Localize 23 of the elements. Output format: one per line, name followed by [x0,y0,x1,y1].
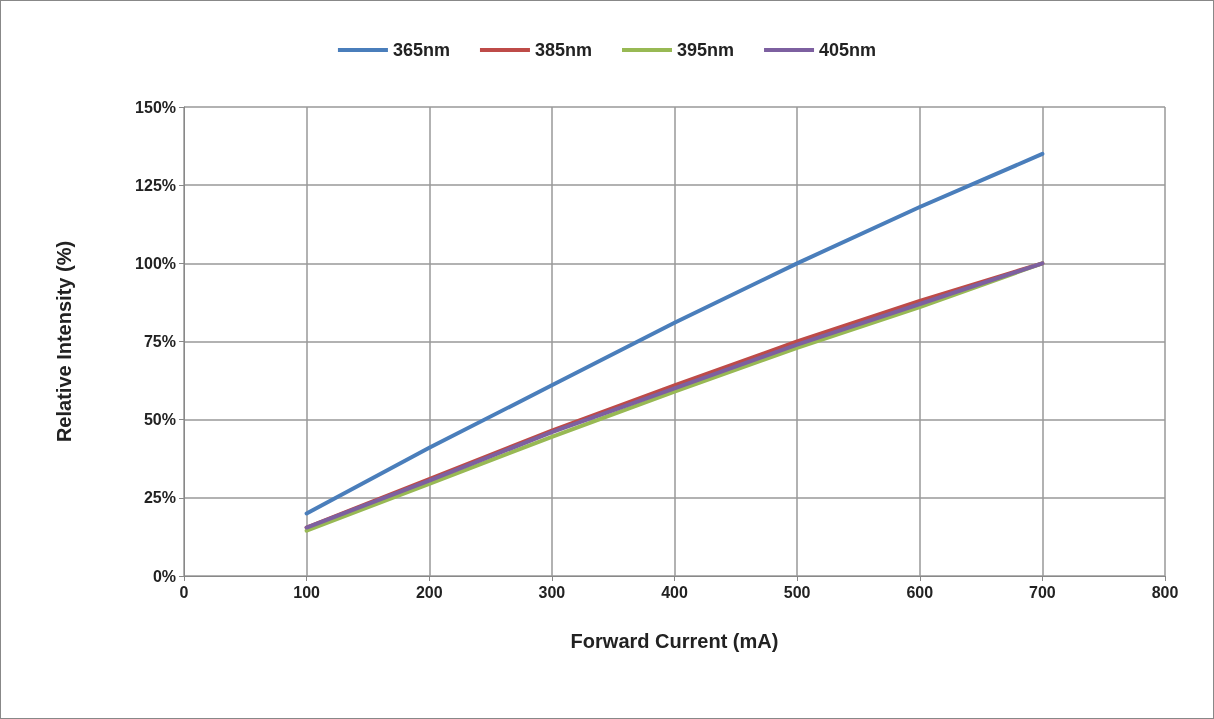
legend-label: 365nm [392,40,450,60]
y-tick-label: 150% [135,98,176,116]
x-tick-label: 0 [179,583,189,601]
legend-label: 385nm [534,40,593,60]
x-tick-label: 700 [1029,583,1056,601]
y-tick-label: 75% [143,333,176,350]
x-tick-label: 800 [1151,583,1179,601]
x-axis-title: Forward Current (mA) [570,630,779,652]
x-tick-label: 100 [293,583,321,601]
x-tick-label: 600 [906,583,934,601]
y-tick-label: 125% [135,176,176,194]
legend-label: 395nm [677,40,735,60]
y-tick-label: 50% [143,411,176,429]
y-tick-label: 0% [152,567,176,585]
y-tick-label: 25% [143,489,176,507]
x-tick-label: 400 [661,583,688,601]
x-tick-label: 500 [783,583,811,601]
line-series [304,151,1045,516]
legend-label: 405nm [819,40,877,60]
y-tick-label: 100% [135,254,176,272]
x-tick-label: 200 [415,583,443,601]
y-axis-title: Relative Intensity (%) [53,240,75,443]
x-tick-label: 300 [538,583,566,601]
